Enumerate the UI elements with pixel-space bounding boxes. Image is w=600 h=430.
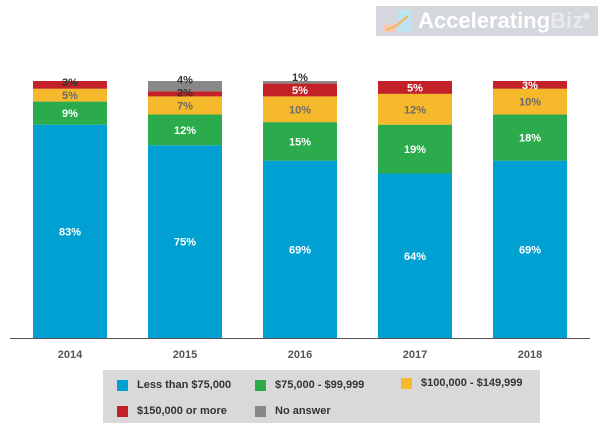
data-label: 12% — [404, 104, 426, 116]
bar-segment — [263, 96, 337, 123]
bar-segment — [263, 83, 337, 97]
bar-segment — [33, 124, 107, 338]
bar-segment — [263, 160, 337, 338]
bar-segment — [493, 114, 567, 161]
bar-segment — [148, 96, 222, 115]
data-label: 12% — [174, 125, 196, 137]
data-label: 5% — [292, 85, 308, 97]
bar-segment — [33, 81, 107, 89]
legend-label: $100,000 - $149,999 — [421, 377, 523, 389]
data-label: 7% — [177, 100, 193, 112]
x-tick-label: 2015 — [173, 349, 197, 361]
legend-label: No answer — [275, 405, 331, 417]
data-label: 2% — [177, 87, 193, 99]
legend-label: $150,000 or more — [137, 405, 227, 417]
data-label: 3% — [522, 80, 538, 92]
data-label: 19% — [404, 144, 426, 156]
legend-item: $75,000 - $99,999 — [255, 379, 364, 391]
data-label: 9% — [62, 108, 78, 120]
legend-label: Less than $75,000 — [137, 379, 232, 391]
bar-segment — [263, 81, 337, 84]
legend-swatch — [117, 379, 128, 391]
logo-chart-icon — [384, 10, 412, 32]
bar-segment — [148, 145, 222, 338]
data-label: 69% — [519, 244, 541, 256]
legend-swatch — [401, 377, 412, 389]
x-tick-label: 2014 — [58, 349, 83, 361]
data-label: 83% — [59, 226, 81, 238]
data-label: 15% — [289, 136, 311, 148]
data-label: 69% — [289, 244, 311, 256]
data-label: 10% — [519, 97, 541, 109]
accelerating-biz-logo: AcceleratingBiz® — [376, 6, 598, 36]
data-label: 5% — [62, 90, 78, 102]
data-label: 3% — [62, 77, 78, 89]
data-label: 1% — [292, 72, 308, 84]
bar-segment — [378, 124, 452, 174]
data-label: 75% — [174, 237, 196, 249]
legend-item: $150,000 or more — [117, 405, 227, 417]
logo-registered-mark: ® — [583, 11, 590, 22]
legend-label: $75,000 - $99,999 — [275, 379, 365, 391]
data-label: 18% — [519, 133, 541, 145]
bar-segment — [378, 93, 452, 125]
bar-segment — [378, 173, 452, 338]
legend-item: No answer — [255, 405, 331, 417]
data-label: 10% — [289, 104, 311, 116]
stacked-bar-chart: 83%9%5%3%201475%12%7%2%4%201569%15%10%5%… — [10, 72, 590, 361]
data-label: 4% — [177, 74, 193, 86]
bar-segment — [263, 122, 337, 161]
bar-segment — [378, 81, 452, 94]
x-tick-label: 2017 — [403, 349, 427, 361]
x-tick-label: 2018 — [518, 349, 542, 361]
bar-segment — [33, 101, 107, 125]
legend-swatch — [255, 379, 266, 391]
bar-segment — [148, 91, 222, 97]
bar-segment — [493, 160, 567, 338]
x-tick-label: 2016 — [288, 349, 312, 361]
legend-swatch — [117, 405, 128, 417]
bar-segment — [148, 114, 222, 146]
bar-segment — [493, 81, 567, 89]
logo-text-main: Accelerating — [418, 8, 551, 33]
bar-segment — [148, 81, 222, 92]
legend-item: Less than $75,000 — [117, 379, 231, 391]
logo-text: AcceleratingBiz® — [418, 8, 590, 34]
data-label: 64% — [404, 251, 426, 263]
legend: Less than $75,000 $75,000 - $99,999 $100,0… — [103, 370, 540, 423]
bar-segment — [33, 88, 107, 102]
data-label: 5% — [407, 82, 423, 94]
logo-text-biz: Biz — [550, 8, 584, 33]
legend-swatch — [255, 405, 266, 417]
bar-segment — [493, 88, 567, 115]
legend-item: $100,000 - $149,999 — [401, 377, 523, 389]
